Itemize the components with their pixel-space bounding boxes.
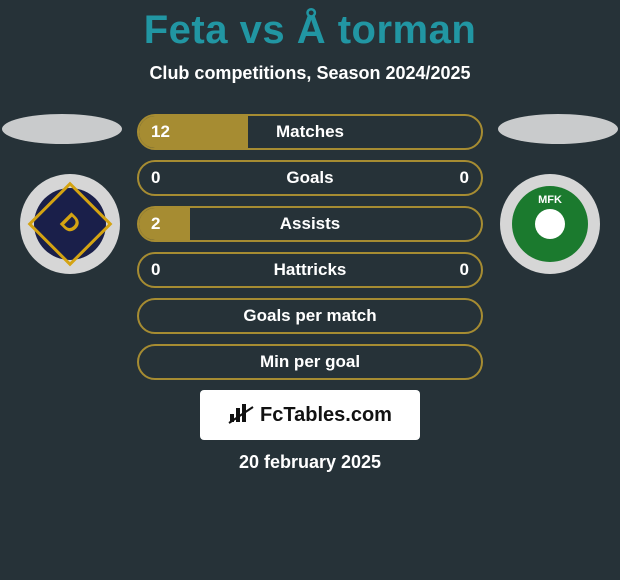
comparison-card: 12 Matches 0 Goals 0 2 Assists 0 Hattricks 0 Goals… (0, 114, 620, 473)
stat-label: Goals (286, 168, 333, 188)
stat-row: 12 Matches (137, 114, 483, 150)
stat-row: 0 Hattricks 0 (137, 252, 483, 288)
page-title: Feta vs Å torman (0, 0, 620, 53)
stat-value-left: 0 (151, 260, 160, 280)
brand-label: FcTables.com (260, 404, 392, 427)
stat-label: Matches (276, 122, 344, 142)
halo-right (498, 114, 618, 144)
stat-row: Goals per match (137, 298, 483, 334)
stat-value-right: 0 (460, 168, 469, 188)
stat-row: Min per goal (137, 344, 483, 380)
brand-box: FcTables.com (200, 390, 420, 440)
stat-row: 2 Assists (137, 206, 483, 242)
halo-left (2, 114, 122, 144)
mfk-karvina-badge-icon (512, 186, 588, 262)
stat-row: 0 Goals 0 (137, 160, 483, 196)
stat-value-left: 2 (151, 214, 160, 234)
team-right-logo (500, 174, 600, 274)
stat-fill-left (139, 208, 190, 240)
stat-value-right: 0 (460, 260, 469, 280)
domzale-badge-icon (34, 188, 106, 260)
stat-value-left: 0 (151, 168, 160, 188)
stat-label: Assists (280, 214, 340, 234)
team-left-logo (20, 174, 120, 274)
subtitle: Club competitions, Season 2024/2025 (0, 63, 620, 84)
stat-value-left: 12 (151, 122, 170, 142)
stats-container: 12 Matches 0 Goals 0 2 Assists 0 Hattricks 0 Goals… (137, 114, 483, 380)
fctables-logo-icon (228, 402, 254, 429)
footer-date: 20 february 2025 (0, 452, 620, 473)
stat-label: Min per goal (260, 352, 360, 372)
stat-label: Hattricks (274, 260, 347, 280)
stat-label: Goals per match (243, 306, 376, 326)
